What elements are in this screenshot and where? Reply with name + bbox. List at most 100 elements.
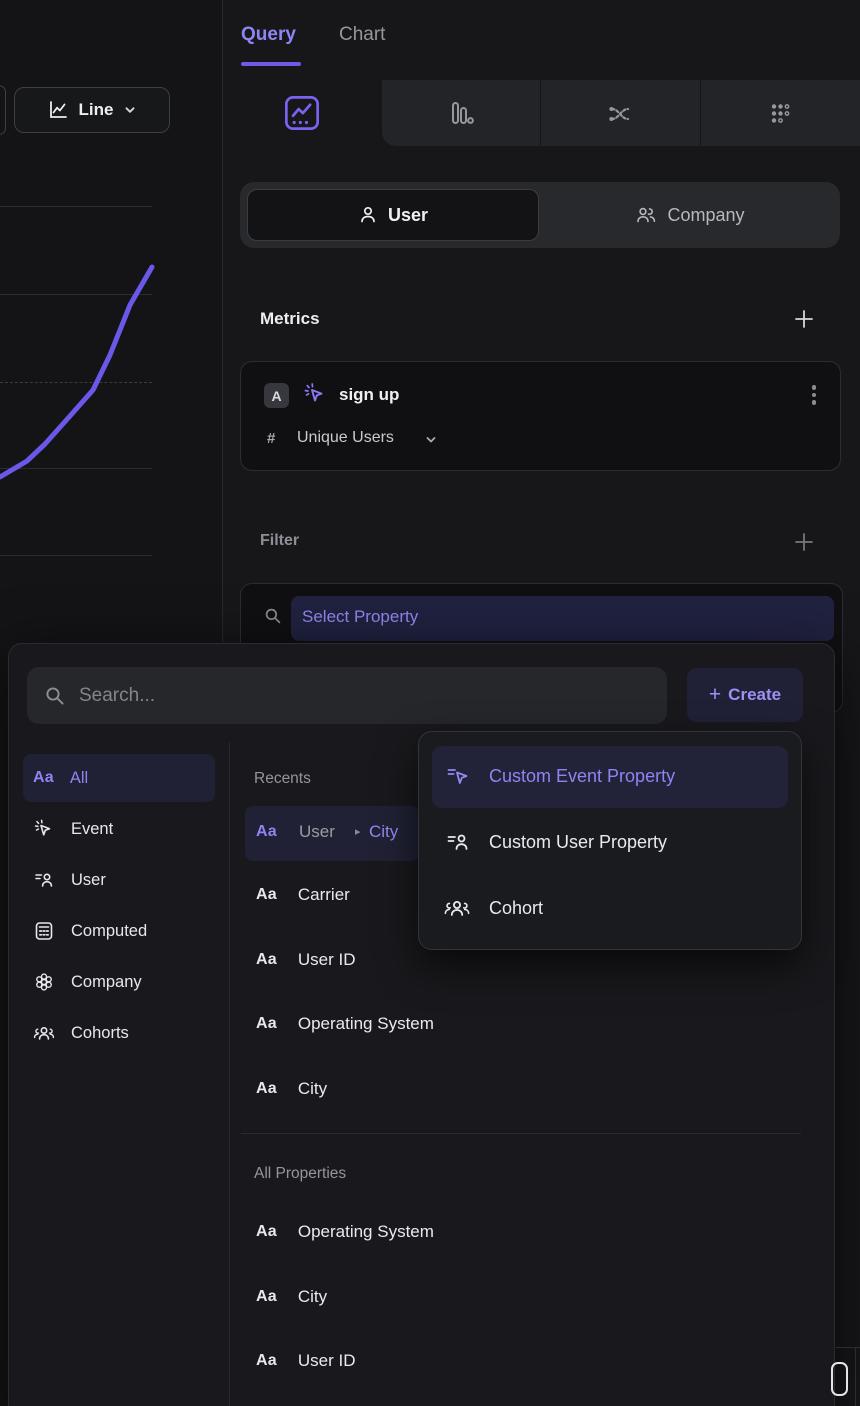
calculator-icon xyxy=(35,922,53,940)
chart-gridline xyxy=(0,294,152,295)
recent-item-city[interactable]: Aa City xyxy=(256,1079,328,1098)
chevron-down-icon xyxy=(126,107,135,113)
company-cluster-icon xyxy=(36,973,52,991)
category-event-label: Event xyxy=(71,819,114,838)
text-property-icon: Aa xyxy=(256,1288,277,1305)
entity-toggle-company[interactable]: Company xyxy=(546,189,834,241)
text-property-icon: Aa xyxy=(256,1223,277,1240)
category-all-label: All xyxy=(69,768,89,787)
search-icon xyxy=(46,687,64,705)
all-properties-heading: All Properties xyxy=(254,1165,347,1182)
text-property-icon: Aa xyxy=(256,1015,277,1032)
search-icon xyxy=(265,608,281,624)
category-cohorts-label: Cohorts xyxy=(71,1023,129,1042)
recents-heading: Recents xyxy=(254,770,311,787)
menu-item-cohort[interactable]: Cohort xyxy=(443,895,543,921)
aggregation-dropdown[interactable]: Unique Users xyxy=(297,429,394,446)
caret-right-icon: ▸ xyxy=(355,826,361,838)
metric-series-badge: A xyxy=(264,383,289,408)
add-metric-button plus-icon[interactable] xyxy=(792,307,816,331)
clipped-panel-edge xyxy=(855,1347,856,1406)
recent-item-parent: User xyxy=(299,822,335,841)
tab-query-underline xyxy=(241,62,301,66)
aggregation-hash-icon: # xyxy=(267,430,276,447)
clipped-button-edge xyxy=(0,85,6,135)
tab-separator xyxy=(540,80,541,146)
custom-event-property-icon xyxy=(447,769,468,784)
entity-toggle-user[interactable]: User xyxy=(247,189,539,241)
text-property-icon: Aa xyxy=(256,823,277,840)
create-menu-popup: Custom Event Property Custom User Proper… xyxy=(418,731,802,950)
category-event[interactable]: Event xyxy=(23,805,215,853)
chart-type-label: Line xyxy=(78,100,114,119)
category-user-label: User xyxy=(71,870,106,889)
text-property-icon: Aa xyxy=(33,769,54,786)
metric-card[interactable]: A sign up # Unique Users xyxy=(240,361,841,471)
entity-user-label: User xyxy=(387,204,429,225)
text-property-icon: Aa xyxy=(256,1352,277,1369)
category-user[interactable]: User xyxy=(23,856,215,904)
category-company[interactable]: Company xyxy=(23,958,215,1006)
chart-type-dropdown[interactable]: Line xyxy=(14,87,170,133)
clipped-panel-edge xyxy=(836,1347,860,1348)
tab-chart[interactable]: Chart xyxy=(339,24,386,45)
flows-tab flows-icon[interactable] xyxy=(606,100,634,128)
add-filter-button plus-icon[interactable] xyxy=(792,530,816,554)
property-item-operating-system[interactable]: Aa Operating System xyxy=(256,1222,434,1241)
menu-item-custom-user-property[interactable]: Custom User Property xyxy=(445,829,667,855)
trend-line xyxy=(0,264,155,480)
category-all[interactable]: Aa All xyxy=(23,754,215,802)
custom-user-property-icon xyxy=(447,834,468,850)
category-company-label: Company xyxy=(71,972,142,991)
recent-item-user-city[interactable] xyxy=(245,806,419,861)
cohorts-icon xyxy=(33,1027,55,1040)
picker-column-divider xyxy=(229,742,230,1406)
recent-item-carrier[interactable]: Aa Carrier xyxy=(256,885,350,904)
user-icon xyxy=(361,206,375,223)
retention-tab retention-dots-icon[interactable] xyxy=(766,100,794,128)
user-property-icon xyxy=(35,873,53,887)
recent-item-operating-system[interactable]: Aa Operating System xyxy=(256,1014,434,1033)
chart-gridline xyxy=(0,468,152,469)
create-button[interactable]: + Create xyxy=(687,668,803,722)
select-property-field[interactable]: Select Property xyxy=(291,596,834,641)
create-menu-highlight xyxy=(432,746,788,808)
funnels-tab bar-chart-icon[interactable] xyxy=(447,99,475,127)
clipped-keycap-icon xyxy=(831,1362,848,1396)
category-computed-label: Computed xyxy=(71,921,148,940)
line-chart-icon xyxy=(49,101,67,118)
event-icon xyxy=(304,383,323,402)
trend-line-chart xyxy=(0,264,155,480)
chart-gridline-dashed xyxy=(0,382,152,383)
create-button-label: Create xyxy=(728,685,782,704)
chart-gridline xyxy=(0,206,152,207)
recent-item-name: City xyxy=(369,822,399,841)
text-property-icon: Aa xyxy=(256,951,277,968)
event-icon xyxy=(34,819,51,836)
insights-tab insights-line-icon[interactable] xyxy=(283,94,321,132)
menu-item-custom-event-property[interactable]: Custom Event Property xyxy=(445,763,675,789)
chevron-down-icon[interactable] xyxy=(424,433,438,447)
category-computed[interactable]: Computed xyxy=(23,907,215,955)
metric-event-name: sign up xyxy=(339,385,400,404)
cohort-icon xyxy=(444,901,470,916)
category-cohorts[interactable]: Cohorts xyxy=(23,1009,215,1057)
property-item-user-id[interactable]: Aa User ID xyxy=(256,1351,356,1370)
metrics-heading: Metrics xyxy=(260,309,320,328)
recent-item-user-id[interactable]: Aa User ID xyxy=(256,950,356,969)
select-property-placeholder: Select Property xyxy=(302,607,419,626)
property-item-city[interactable]: Aa City xyxy=(256,1287,328,1306)
list-divider xyxy=(241,1133,801,1134)
tab-query[interactable]: Query xyxy=(241,24,296,45)
company-users-icon xyxy=(637,207,656,223)
text-property-icon: Aa xyxy=(256,886,277,903)
entity-company-label: Company xyxy=(667,204,745,225)
filter-heading: Filter xyxy=(260,532,300,549)
metric-menu-kebab-icon[interactable] xyxy=(807,382,821,408)
text-property-icon: Aa xyxy=(256,1080,277,1097)
plus-icon: + xyxy=(708,683,722,706)
tab-separator xyxy=(700,80,701,146)
chart-gridline xyxy=(0,555,152,556)
picker-search-input[interactable] xyxy=(27,667,667,724)
